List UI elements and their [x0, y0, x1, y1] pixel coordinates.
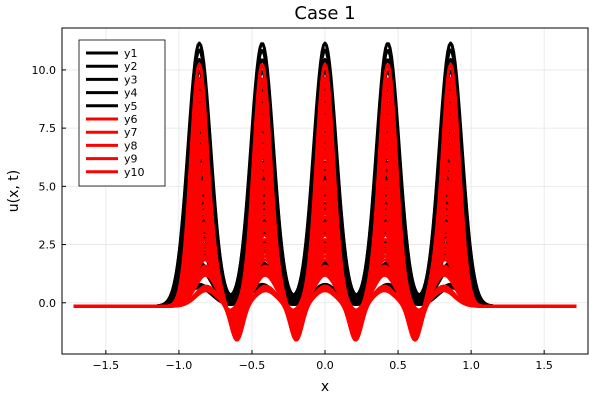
x-tick-label: 0.0	[316, 359, 334, 372]
x-tick-label: −1.5	[92, 359, 119, 372]
legend-label: y4	[124, 87, 138, 100]
legend-box	[78, 39, 166, 187]
x-tick-label: 1.5	[535, 359, 553, 372]
series-layer	[73, 41, 577, 342]
y-tick-label: 0.0	[39, 297, 57, 310]
y-tick-label: 5.0	[39, 180, 57, 193]
x-tick-label: 1.0	[462, 359, 480, 372]
legend-label: y7	[124, 126, 138, 139]
legend-label: y3	[124, 73, 138, 86]
y-tick-label: 10.0	[32, 64, 57, 77]
legend-label: y6	[124, 113, 138, 126]
series-y10	[73, 118, 577, 342]
y-axis-label: u(x, t)	[6, 170, 22, 212]
legend-label: y5	[124, 100, 138, 113]
legend-label: y8	[124, 139, 138, 152]
x-axis-label: x	[321, 379, 329, 395]
legend-label: y9	[124, 153, 138, 166]
y-tick-label: 7.5	[39, 122, 57, 135]
legend-label: y1	[124, 47, 138, 60]
legend-label: y2	[124, 60, 138, 73]
x-tick-label: −0.5	[239, 359, 266, 372]
chart-title: Case 1	[294, 3, 355, 24]
x-tick-label: −1.0	[166, 359, 193, 372]
legend-label: y10	[124, 166, 145, 179]
series-line	[73, 118, 577, 312]
x-tick-label: 0.5	[389, 359, 407, 372]
ticks: −1.5 −1.0 −0.5 0.0 0.5 1.0 1.5 0.0 2.5 5.0 7.5 10.0	[32, 64, 553, 372]
y-tick-label: 2.5	[39, 239, 57, 252]
